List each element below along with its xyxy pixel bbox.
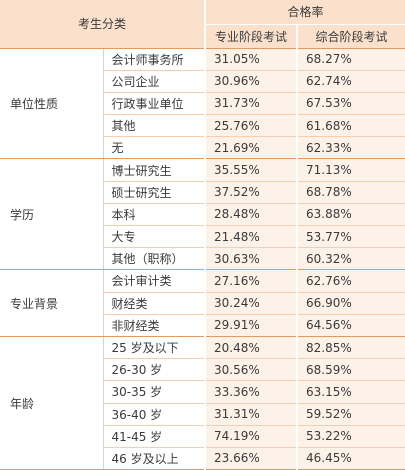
row-label: 会计师事务所 <box>103 48 206 71</box>
table-row: 41-45 岁 74.19% 53.22% <box>0 425 405 448</box>
group-name: 专业背景 <box>0 269 104 337</box>
professional-rate: 28.48% <box>204 203 298 227</box>
row-label: 硕士研究生 <box>103 181 206 204</box>
table-body: 单位性质 会计师事务所 31.05% 68.27% 公司企业 30.96% 62.74% 行政… <box>0 48 405 470</box>
row-label: 其他（职称） <box>103 247 206 271</box>
table-row: 30-35 岁 33.36% 63.15% <box>0 380 405 404</box>
professional-rate: 25.76% <box>204 114 298 138</box>
row-label: 财经类 <box>103 292 206 315</box>
row-label: 博士研究生 <box>103 158 206 182</box>
table-row: 硕士研究生 37.52% 68.78% <box>0 181 405 204</box>
professional-rate: 27.16% <box>204 269 298 293</box>
row-label: 本科 <box>103 203 206 227</box>
professional-rate: 35.55% <box>204 158 298 182</box>
professional-rate: 29.91% <box>204 314 298 337</box>
comprehensive-rate: 62.76% <box>296 269 405 293</box>
comprehensive-rate: 60.32% <box>296 247 405 271</box>
comprehensive-rate: 46.45% <box>296 447 405 470</box>
comprehensive-rate: 53.77% <box>296 225 405 249</box>
comprehensive-rate: 63.88% <box>296 203 405 227</box>
table-row: 专业背景 会计审计类 27.16% 62.76% <box>0 269 405 337</box>
comprehensive-rate: 68.59% <box>296 358 405 382</box>
table-row: 单位性质 会计师事务所 31.05% 68.27% <box>0 48 405 160</box>
row-label: 41-45 岁 <box>103 425 206 448</box>
group-name: 单位性质 <box>0 48 104 160</box>
table-row: 大专 21.48% 53.77% <box>0 225 405 249</box>
professional-rate: 30.56% <box>204 358 298 382</box>
comprehensive-rate: 71.13% <box>296 158 405 182</box>
professional-rate: 20.48% <box>204 336 298 360</box>
comprehensive-rate: 59.52% <box>296 403 405 426</box>
header-category: 考生分类 <box>0 0 207 49</box>
professional-rate: 37.52% <box>204 181 298 204</box>
row-label: 行政事业单位 <box>103 92 206 116</box>
table-row: 年龄 25 岁及以下 20.48% 82.85% <box>0 336 405 470</box>
comprehensive-rate: 63.15% <box>296 380 405 404</box>
professional-rate: 30.96% <box>204 70 298 93</box>
table-row: 其他 25.76% 61.68% <box>0 114 405 138</box>
row-label: 会计审计类 <box>103 269 206 293</box>
comprehensive-rate: 68.78% <box>296 181 405 204</box>
comprehensive-rate: 62.74% <box>296 70 405 93</box>
comprehensive-rate: 66.90% <box>296 292 405 315</box>
table-row: 非财经类 29.91% 64.56% <box>0 314 405 337</box>
professional-rate: 74.19% <box>204 425 298 448</box>
comprehensive-rate: 67.53% <box>296 92 405 116</box>
row-label: 25 岁及以下 <box>103 336 206 360</box>
header-pass-rate: 合格率 <box>205 0 405 25</box>
comprehensive-rate: 64.56% <box>296 314 405 337</box>
professional-rate: 33.36% <box>204 380 298 404</box>
table-row: 26-30 岁 30.56% 68.59% <box>0 358 405 382</box>
row-label: 26-30 岁 <box>103 358 206 382</box>
group-name: 年龄 <box>0 336 104 470</box>
comprehensive-rate: 61.68% <box>296 114 405 138</box>
table-row: 行政事业单位 31.73% 67.53% <box>0 92 405 116</box>
comprehensive-rate: 82.85% <box>296 336 405 360</box>
table-row: 财经类 30.24% 66.90% <box>0 292 405 315</box>
professional-rate: 31.73% <box>204 92 298 116</box>
professional-rate: 30.24% <box>204 292 298 315</box>
table-row: 本科 28.48% 63.88% <box>0 203 405 227</box>
row-label: 无 <box>103 136 206 160</box>
professional-rate: 23.66% <box>204 447 298 470</box>
professional-rate: 30.63% <box>204 247 298 271</box>
row-label: 36-40 岁 <box>103 403 206 426</box>
row-label: 非财经类 <box>103 314 206 337</box>
header-professional: 专业阶段考试 <box>205 24 298 49</box>
comprehensive-rate: 68.27% <box>296 48 405 71</box>
table-row: 公司企业 30.96% 62.74% <box>0 70 405 93</box>
table-row: 学历 博士研究生 35.55% 71.13% <box>0 158 405 271</box>
professional-rate: 21.69% <box>204 136 298 160</box>
comprehensive-rate: 53.22% <box>296 425 405 448</box>
professional-rate: 31.31% <box>204 403 298 426</box>
table-row: 其他（职称） 30.63% 60.32% <box>0 247 405 271</box>
table-row: 36-40 岁 31.31% 59.52% <box>0 403 405 426</box>
comprehensive-rate: 62.33% <box>296 136 405 160</box>
row-label: 30-35 岁 <box>103 380 206 404</box>
professional-rate: 31.05% <box>204 48 298 71</box>
row-label: 公司企业 <box>103 70 206 93</box>
header-comprehensive: 综合阶段考试 <box>296 24 405 49</box>
row-label: 大专 <box>103 225 206 249</box>
table-row: 无 21.69% 62.33% <box>0 136 405 160</box>
row-label: 46 岁及以上 <box>103 447 206 470</box>
row-label: 其他 <box>103 114 206 138</box>
group-name: 学历 <box>0 158 104 271</box>
professional-rate: 21.48% <box>204 225 298 249</box>
